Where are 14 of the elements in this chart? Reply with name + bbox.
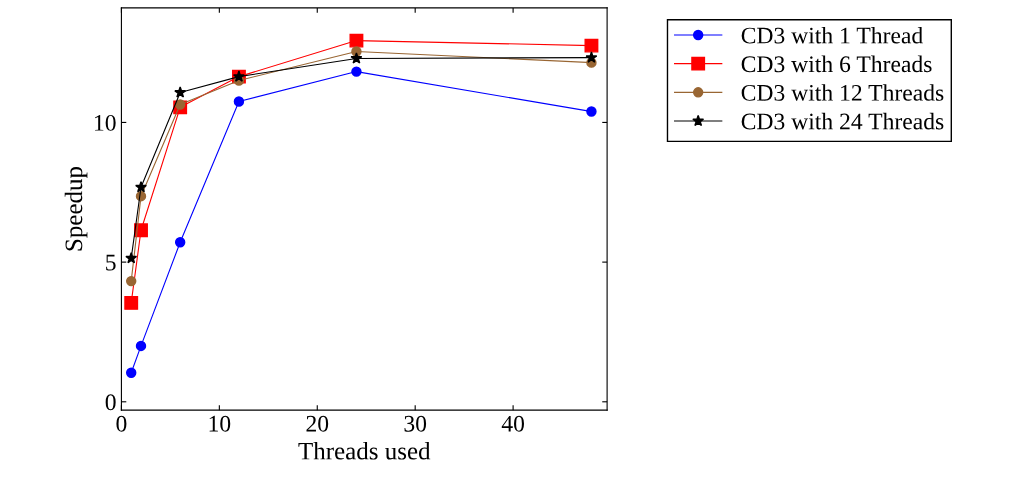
y-tick-label: 10 <box>95 114 116 131</box>
x-axis-title: Threads used <box>298 442 431 460</box>
legend-label: CD3 with 1 Thread <box>741 26 923 44</box>
x-tick-label: 0 <box>116 415 127 432</box>
x-tick-label: 10 <box>209 415 231 432</box>
y-tick-label: 5 <box>106 254 116 271</box>
y-tick-label: 0 <box>105 394 116 411</box>
x-tick-label: 40 <box>501 415 525 432</box>
legend-label: CD3 with 6 Threads <box>741 55 932 73</box>
x-tick-label: 20 <box>306 415 329 432</box>
legend-label: CD3 with 12 Threads <box>741 84 944 101</box>
x-tick-label: 30 <box>404 415 427 432</box>
legend-label: CD3 with 24 Threads <box>741 112 944 130</box>
y-axis-title: Speedup <box>64 166 88 251</box>
